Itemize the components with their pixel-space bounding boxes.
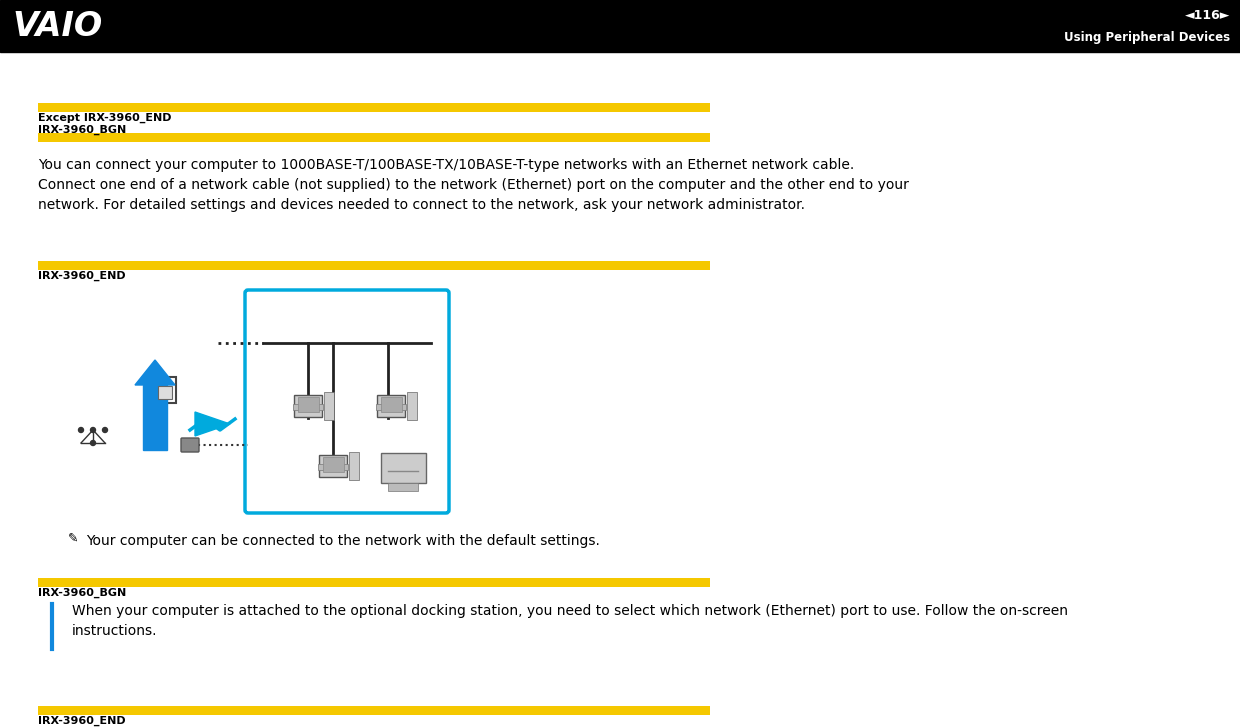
- Bar: [381, 453, 425, 483]
- Bar: [38, 133, 711, 142]
- FancyBboxPatch shape: [246, 290, 449, 513]
- Bar: [319, 455, 347, 477]
- Text: ✎: ✎: [68, 532, 78, 545]
- Text: Using Peripheral Devices: Using Peripheral Devices: [1064, 31, 1230, 44]
- Bar: [154, 377, 176, 403]
- Text: VAIO: VAIO: [12, 9, 102, 42]
- FancyBboxPatch shape: [181, 438, 198, 452]
- Circle shape: [91, 427, 95, 432]
- Polygon shape: [195, 412, 229, 436]
- Text: IRX-3960_END: IRX-3960_END: [38, 716, 125, 727]
- Bar: [298, 397, 319, 412]
- Text: IRX-3960_BGN: IRX-3960_BGN: [38, 125, 126, 135]
- Bar: [0, 0, 1240, 52]
- Bar: [377, 395, 405, 417]
- Bar: [388, 483, 418, 491]
- Bar: [376, 404, 405, 410]
- Text: Connect one end of a network cable (not supplied) to the network (Ethernet) port: Connect one end of a network cable (not …: [38, 178, 909, 192]
- Polygon shape: [135, 360, 175, 385]
- Text: You can connect your computer to 1000BASE-T/100BASE-TX/10BASE-T-type networks wi: You can connect your computer to 1000BAS…: [38, 158, 854, 172]
- Bar: [293, 404, 322, 410]
- Bar: [407, 392, 417, 420]
- Bar: [38, 578, 711, 587]
- Bar: [38, 103, 711, 112]
- Bar: [38, 261, 711, 270]
- Bar: [324, 392, 334, 420]
- Bar: [294, 395, 322, 417]
- Bar: [348, 452, 360, 480]
- Text: IRX-3960_END: IRX-3960_END: [38, 271, 125, 281]
- Text: instructions.: instructions.: [72, 624, 157, 638]
- Circle shape: [78, 427, 83, 432]
- Circle shape: [91, 440, 95, 446]
- Bar: [322, 457, 343, 472]
- Text: ◄116►: ◄116►: [1184, 9, 1230, 22]
- Text: IRX-3960_BGN: IRX-3960_BGN: [38, 588, 126, 598]
- Text: Your computer can be connected to the network with the default settings.: Your computer can be connected to the ne…: [86, 534, 600, 548]
- Bar: [381, 397, 402, 412]
- Bar: [143, 385, 167, 450]
- Bar: [159, 386, 171, 399]
- Text: Except IRX-3960_END: Except IRX-3960_END: [38, 113, 171, 123]
- Bar: [38, 706, 711, 715]
- Text: When your computer is attached to the optional docking station, you need to sele: When your computer is attached to the op…: [72, 604, 1068, 618]
- Circle shape: [103, 427, 108, 432]
- Text: network. For detailed settings and devices needed to connect to the network, ask: network. For detailed settings and devic…: [38, 198, 805, 212]
- Bar: [317, 464, 348, 470]
